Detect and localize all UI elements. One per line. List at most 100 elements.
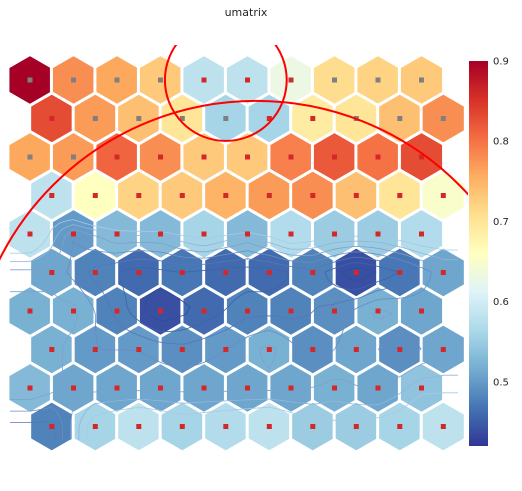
marker-r6-c5 (245, 308, 250, 314)
marker-r3-c8 (397, 193, 403, 198)
marker-r5-c6 (310, 270, 316, 275)
contour-level-2 (10, 256, 416, 440)
marker-r6-c2 (114, 308, 120, 314)
marker-r1-c5 (266, 116, 272, 121)
marker-r9-c6 (310, 424, 316, 429)
marker-r0-c7 (332, 77, 337, 83)
marker-r3-c4 (223, 193, 229, 198)
marker-r4-c1 (71, 231, 76, 237)
marker-r5-c9 (440, 270, 446, 275)
marker-r1-c2 (136, 116, 142, 121)
marker-r8-c3 (158, 385, 163, 391)
marker-r8-c1 (71, 385, 76, 391)
marker-r1-c6 (310, 116, 316, 121)
colorbar-gradient (469, 61, 488, 446)
marker-r5-c3 (179, 270, 185, 275)
marker-r2-c2 (114, 154, 120, 160)
marker-r2-c9 (419, 154, 424, 160)
marker-r0-c0 (27, 77, 33, 83)
marker-r2-c5 (245, 154, 250, 160)
marker-r6-c0 (27, 308, 33, 314)
marker-r4-c3 (158, 231, 163, 237)
marker-r9-c8 (397, 424, 403, 429)
contour-level-6 (10, 219, 458, 440)
marker-r5-c4 (223, 270, 229, 275)
marker-r9-c5 (266, 424, 272, 429)
marker-r8-c6 (288, 385, 294, 391)
marker-r9-c0 (49, 424, 55, 429)
marker-r6-c7 (332, 308, 337, 314)
colorbar-tick-label: 0.5 (493, 377, 509, 388)
marker-r0-c3 (158, 77, 163, 83)
marker-r7-c9 (440, 347, 446, 352)
annotation-curves (0, 45, 468, 261)
marker-r5-c7 (353, 270, 359, 275)
marker-r1-c9 (440, 116, 446, 121)
marker-r6-c4 (201, 308, 207, 314)
marker-r2-c3 (158, 154, 163, 160)
marker-r8-c9 (419, 385, 424, 391)
marker-r6-c9 (419, 308, 424, 314)
marker-r7-c8 (397, 347, 403, 352)
marker-r1-c3 (179, 116, 185, 121)
marker-r3-c7 (353, 193, 359, 198)
marker-r4-c8 (375, 231, 381, 237)
marker-r8-c0 (27, 385, 33, 391)
marker-r0-c8 (375, 77, 381, 83)
marker-r1-c1 (92, 116, 98, 121)
marker-r7-c5 (266, 347, 272, 352)
marker-r9-c7 (353, 424, 359, 429)
marker-r6-c3 (158, 308, 163, 314)
marker-r9-c9 (440, 424, 446, 429)
colorbar-tick-label: 0.7 (493, 217, 509, 228)
marker-r2-c6 (288, 154, 294, 160)
marker-r3-c2 (136, 193, 142, 198)
marker-r4-c0 (27, 231, 33, 237)
colorbar-tick-label: 0.6 (493, 297, 509, 308)
marker-r1-c8 (397, 116, 403, 121)
marker-r6-c1 (71, 308, 76, 314)
marker-r6-c6 (288, 308, 294, 314)
marker-r4-c9 (419, 231, 424, 237)
marker-r8-c8 (375, 385, 381, 391)
contour-level-5 (10, 224, 458, 440)
marker-r2-c4 (201, 154, 207, 160)
marker-r0-c9 (419, 77, 424, 83)
colorbar: 0.5 0.6 0.7 0.8 0.9 (469, 57, 509, 446)
marker-r4-c5 (245, 231, 250, 237)
marker-r9-c1 (92, 424, 98, 429)
colorbar-tick-label: 0.9 (493, 57, 509, 68)
marker-r4-c7 (332, 231, 337, 237)
marker-r5-c5 (266, 270, 272, 275)
marker-r9-c4 (223, 424, 229, 429)
marker-r3-c5 (266, 193, 272, 198)
hex-cells (6, 52, 467, 454)
marker-r0-c6 (288, 77, 294, 83)
marker-r2-c7 (332, 154, 337, 160)
marker-r5-c0 (49, 270, 55, 275)
marker-r5-c2 (136, 270, 142, 275)
marker-r9-c3 (179, 424, 185, 429)
marker-r0-c5 (245, 77, 250, 83)
colorbar-tick-label: 0.8 (493, 137, 509, 148)
marker-r3-c9 (440, 193, 446, 198)
marker-r4-c2 (114, 231, 120, 237)
contour-level-4 (10, 229, 458, 440)
marker-r2-c8 (375, 154, 381, 160)
marker-r8-c5 (245, 385, 250, 391)
marker-r7-c1 (92, 347, 98, 352)
marker-r8-c4 (201, 385, 207, 391)
marker-r0-c1 (71, 77, 76, 83)
marker-r5-c1 (92, 270, 98, 275)
marker-r3-c3 (179, 193, 185, 198)
marker-r8-c7 (332, 385, 337, 391)
marker-r5-c8 (397, 270, 403, 275)
contour-lines (10, 219, 458, 440)
contour-level-0 (144, 267, 377, 322)
marker-r7-c6 (310, 347, 316, 352)
marker-r1-c0 (49, 116, 55, 121)
marker-r7-c2 (136, 347, 142, 352)
marker-r7-c7 (353, 347, 359, 352)
neuron-markers (27, 77, 446, 429)
marker-r2-c0 (27, 154, 33, 160)
